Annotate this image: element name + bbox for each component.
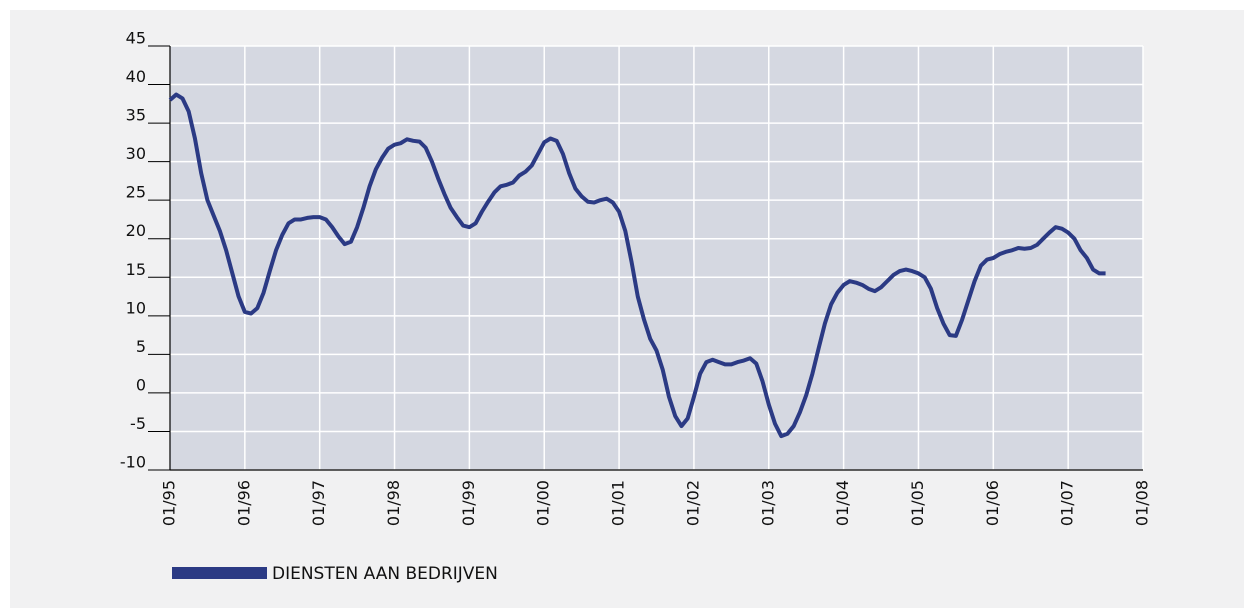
x-tick-label: 01/00: [534, 480, 553, 526]
x-tick-label: 01/04: [833, 480, 852, 526]
y-tick-label: 15: [126, 260, 146, 279]
y-tick-label: 10: [126, 298, 146, 317]
plot-area: [170, 46, 1143, 470]
y-tick-label: 25: [126, 183, 146, 202]
x-tick-label: 01/07: [1058, 480, 1077, 526]
y-tick-label: 5: [136, 337, 146, 356]
x-tick-label: 01/98: [384, 480, 403, 526]
x-tick-label: 01/97: [309, 480, 328, 526]
y-tick-label: 45: [126, 29, 146, 48]
y-tick-label: 20: [126, 221, 146, 240]
x-tick-label: 01/96: [234, 480, 253, 526]
x-tick-label: 01/95: [160, 480, 179, 526]
x-tick-label: 01/99: [459, 480, 478, 526]
y-tick-label: 40: [126, 67, 146, 86]
legend-swatch: [172, 567, 267, 579]
y-tick-label: -10: [120, 453, 146, 472]
y-tick-label: 30: [126, 144, 146, 163]
x-tick-label: 01/05: [908, 480, 927, 526]
y-tick-label: 35: [126, 106, 146, 125]
y-tick-label: -5: [130, 414, 146, 433]
x-tick-label: 01/06: [983, 480, 1002, 526]
x-tick-label: 01/03: [758, 480, 777, 526]
data-line: [168, 92, 1106, 439]
y-tick-label: 0: [136, 375, 146, 394]
x-tick-label: 01/02: [683, 480, 702, 526]
legend-label: DIENSTEN AAN BEDRIJVEN: [272, 564, 498, 584]
x-tick-label: 01/01: [609, 480, 628, 526]
x-tick-label: 01/08: [1133, 480, 1152, 526]
